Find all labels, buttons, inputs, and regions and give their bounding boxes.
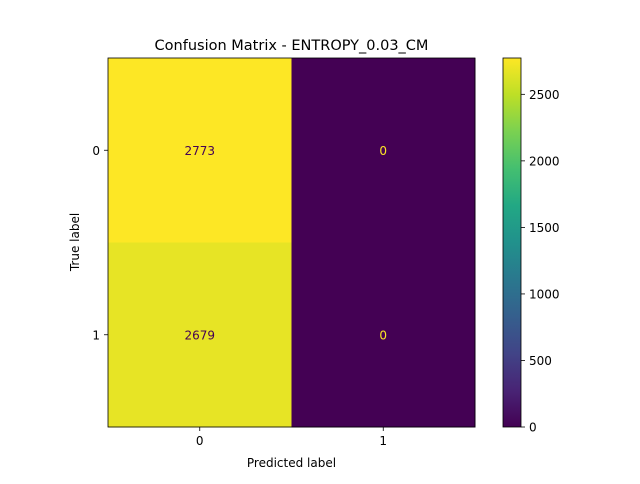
cell-value-label: 2679: [184, 328, 215, 342]
y-axis-ticks: 01: [92, 144, 108, 342]
colorbar: 0 500 1000 1500 2000 2500: [502, 57, 560, 435]
y-tick-label: 0: [92, 144, 100, 158]
cell-value-label: 0: [379, 328, 387, 342]
x-axis-label: Predicted label: [247, 456, 336, 470]
y-tick-label: 1: [92, 328, 100, 342]
colorbar-tick-label: 0: [529, 421, 537, 435]
colorbar-border: [502, 57, 522, 428]
heatmap-cell: [291, 58, 476, 243]
colorbar-tick-label: 1500: [529, 221, 560, 235]
colorbar-tick-label: 2000: [529, 154, 560, 168]
x-tick-label: 0: [196, 434, 204, 448]
colorbar-tick-label: 500: [529, 354, 552, 368]
plot-border: [107, 57, 476, 428]
heatmap-cell: [108, 242, 292, 428]
heatmap-cell: [291, 242, 476, 428]
colorbar-tick-label: 1000: [529, 287, 560, 301]
colorbar-tick-label: 2500: [529, 88, 560, 102]
cell-value-label: 0: [379, 144, 387, 158]
plot-frame: [107, 57, 476, 428]
colorbar-gradient: [503, 58, 521, 427]
cell-value-label: 2773: [184, 144, 215, 158]
x-tick-label: 1: [379, 434, 387, 448]
y-axis-label: True label: [68, 213, 82, 272]
heatmap-cells: 2773 0 2679 0: [108, 58, 476, 428]
heatmap-cell: [108, 58, 292, 243]
chart-title: Confusion Matrix - ENTROPY_0.03_CM: [155, 38, 429, 54]
